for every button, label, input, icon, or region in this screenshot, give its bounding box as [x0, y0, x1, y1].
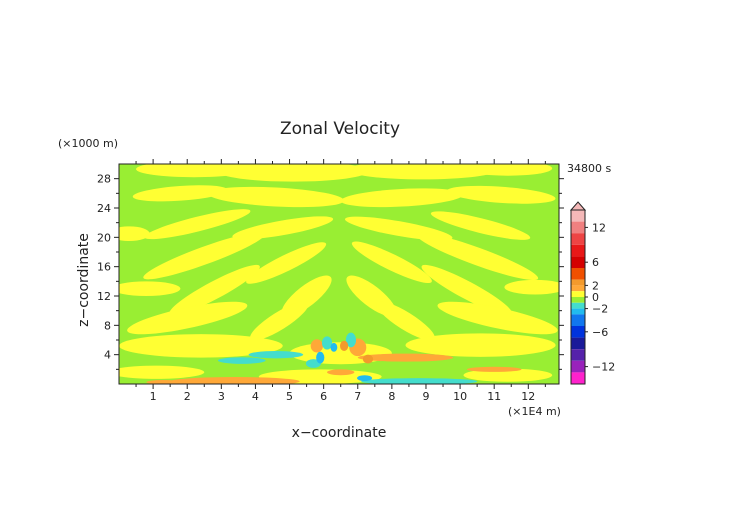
velocity-region — [405, 333, 556, 357]
x-tick-label: 4 — [252, 390, 259, 403]
velocity-region — [246, 242, 327, 284]
x-tick-label: 1 — [150, 390, 157, 403]
x-tick-label: 8 — [388, 390, 395, 403]
velocity-region — [169, 264, 260, 316]
velocity-region — [351, 241, 432, 284]
y-axis-title: z−coordinate — [76, 233, 92, 327]
y-tick-label: 16 — [97, 261, 111, 274]
colorbar-level — [571, 297, 585, 303]
velocity-region — [466, 366, 522, 372]
colorbar-level — [571, 302, 585, 309]
colorbar-tick-label: −12 — [592, 361, 615, 374]
x-axis-title: x−coordinate — [292, 425, 387, 441]
x-tick-label: 11 — [487, 390, 501, 403]
colorbar-level — [571, 349, 585, 361]
colorbar-extend-arrow — [569, 201, 587, 211]
colorbar: 12 6 20−2 −6 −12 — [569, 201, 615, 385]
velocity-region — [119, 281, 181, 296]
velocity-region — [345, 332, 357, 348]
y-tick-label: 24 — [97, 202, 111, 215]
velocity-region — [504, 279, 559, 295]
y-tick-label: 28 — [97, 173, 111, 186]
velocity-region — [361, 378, 478, 384]
x-axis: 1 2 3 4 5 6 7 8 9 10 11 12 — [135, 159, 546, 403]
velocity-region — [421, 264, 513, 316]
velocity-region — [316, 351, 325, 364]
velocity-region — [340, 188, 464, 208]
x-unit-label: (×1E4 m) — [508, 405, 561, 418]
velocity-region — [144, 209, 251, 240]
colorbar-level — [571, 279, 585, 286]
velocity-region — [376, 301, 435, 341]
colorbar-level — [571, 244, 585, 257]
colorbar-level — [571, 291, 585, 297]
velocity-region — [327, 369, 355, 376]
colorbar-level — [571, 233, 585, 245]
x-tick-label: 5 — [286, 390, 293, 403]
colorbar-tick-label: −2 — [592, 303, 608, 316]
velocity-region — [143, 232, 266, 280]
velocity-region — [119, 226, 150, 241]
velocity-region — [330, 342, 338, 352]
x-tick-label: 10 — [453, 390, 467, 403]
x-tick-label: 7 — [354, 390, 361, 403]
velocity-region — [132, 185, 229, 202]
x-tick-label: 3 — [218, 390, 225, 403]
colorbar-level — [571, 326, 585, 338]
velocity-region — [170, 377, 300, 384]
velocity-region — [127, 301, 248, 335]
colorbar-tick-label: −6 — [592, 326, 608, 339]
colorbar-level — [571, 360, 585, 373]
colorbar-tick-label: 12 — [592, 221, 606, 234]
velocity-region — [347, 164, 498, 180]
colorbar-tick-label: 6 — [592, 256, 599, 269]
velocity-field — [119, 164, 559, 384]
velocity-region — [119, 365, 205, 379]
plot-frame — [118, 163, 560, 385]
velocity-region — [416, 232, 539, 281]
velocity-region — [340, 340, 349, 351]
velocity-region — [207, 186, 345, 208]
velocity-region — [357, 375, 373, 382]
colorbar-level — [571, 256, 585, 268]
velocity-region — [217, 164, 368, 182]
x-tick-label: 2 — [184, 390, 191, 403]
colorbar-tick-label: 2 — [592, 279, 599, 292]
velocity-region — [310, 339, 323, 353]
colorbar-tick-label: 0 — [592, 291, 599, 304]
velocity-region — [146, 379, 181, 384]
y-unit-label: (×1000 m) — [58, 137, 118, 150]
velocity-region — [430, 211, 531, 240]
velocity-region — [357, 353, 454, 362]
x-tick-label: 6 — [320, 390, 327, 403]
velocity-region — [217, 357, 266, 364]
velocity-region — [248, 351, 304, 359]
velocity-region — [463, 368, 553, 382]
colorbar-level — [571, 221, 585, 234]
y-tick-label: 12 — [97, 290, 111, 303]
y-tick-label: 20 — [97, 231, 111, 244]
velocity-region — [437, 301, 558, 335]
x-tick-label: 9 — [422, 390, 429, 403]
colorbar-level — [571, 210, 585, 222]
velocity-region — [250, 301, 309, 341]
y-tick-label: 4 — [104, 349, 111, 362]
chart-title: Zonal Velocity — [280, 119, 400, 139]
velocity-region — [463, 164, 553, 176]
velocity-region — [362, 354, 374, 364]
colorbar-level — [571, 308, 585, 315]
y-tick-label: 8 — [104, 319, 111, 332]
colorbar-level — [571, 268, 585, 280]
colorbar-level — [571, 285, 585, 292]
colorbar-level — [571, 314, 585, 326]
colorbar-level — [571, 372, 585, 384]
x-tick-label: 12 — [521, 390, 535, 403]
velocity-region — [446, 185, 556, 204]
velocity-region — [119, 334, 283, 358]
colorbar-level — [571, 337, 585, 350]
time-label: 34800 s — [567, 162, 611, 175]
velocity-region — [321, 336, 333, 350]
y-axis: 4 8 12 16 20 24 28 — [97, 173, 564, 370]
